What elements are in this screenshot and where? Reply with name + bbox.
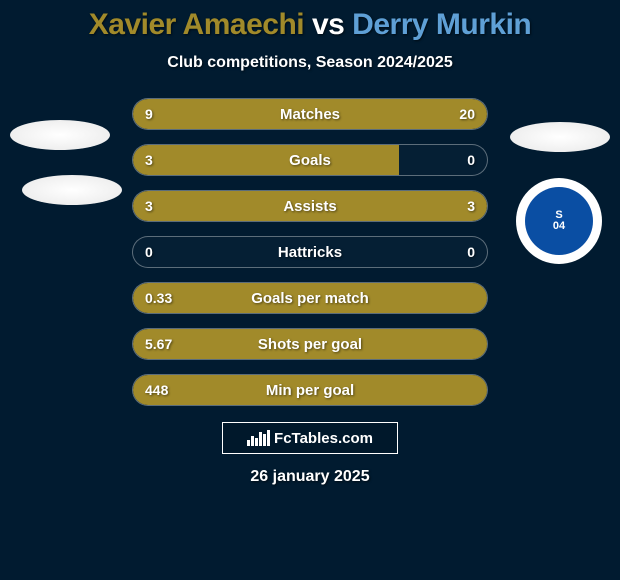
- stat-label: Matches: [133, 99, 487, 129]
- player1-name: Xavier Amaechi: [89, 8, 304, 41]
- stat-value-left: 0: [145, 237, 153, 267]
- stat-row: Shots per goal5.67: [132, 328, 488, 360]
- stat-value-left: 448: [145, 375, 168, 405]
- stat-label: Assists: [133, 191, 487, 221]
- player1-photo-placeholder: [10, 120, 110, 150]
- schalke-badge-icon: S 04: [525, 187, 593, 255]
- stat-row: Assists3 3: [132, 190, 488, 222]
- stat-label: Goals per match: [133, 283, 487, 313]
- bar-chart-icon: [247, 430, 270, 446]
- stat-row: Matches9 20: [132, 98, 488, 130]
- subtitle: Club competitions, Season 2024/2025: [0, 54, 620, 72]
- player2-club-badge: S 04: [516, 178, 602, 264]
- stat-label: Goals: [133, 145, 487, 175]
- stat-value-left: 9: [145, 99, 153, 129]
- player1-club-placeholder: [22, 175, 122, 205]
- stat-label: Min per goal: [133, 375, 487, 405]
- stat-value-left: 3: [145, 145, 153, 175]
- stat-label: Shots per goal: [133, 329, 487, 359]
- stat-value-right: 0: [467, 145, 475, 175]
- stat-value-left: 3: [145, 191, 153, 221]
- stat-label: Hattricks: [133, 237, 487, 267]
- stat-row: Goals3 0: [132, 144, 488, 176]
- stat-value-right: 3: [467, 191, 475, 221]
- stat-row: Hattricks0 0: [132, 236, 488, 268]
- comparison-title: Xavier Amaechi vs Derry Murkin: [0, 0, 620, 42]
- footer-brand-text: FcTables.com: [274, 430, 373, 447]
- stat-value-left: 5.67: [145, 329, 172, 359]
- stat-value-right: 0: [467, 237, 475, 267]
- stat-value-left: 0.33: [145, 283, 172, 313]
- fctables-logo: FcTables.com: [222, 422, 398, 454]
- player2-name: Derry Murkin: [352, 8, 531, 41]
- stat-value-right: 20: [459, 99, 475, 129]
- stat-row: Min per goal448: [132, 374, 488, 406]
- footer-date: 26 january 2025: [0, 468, 620, 486]
- stat-row: Goals per match0.33: [132, 282, 488, 314]
- stats-container: Matches920Goals30Assists33Hattricks00Goa…: [132, 98, 488, 406]
- vs-text: vs: [312, 8, 344, 41]
- player2-photo-placeholder: [510, 122, 610, 152]
